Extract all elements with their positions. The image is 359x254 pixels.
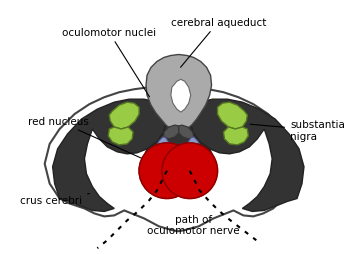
Polygon shape — [45, 87, 298, 231]
Circle shape — [139, 143, 195, 199]
Text: substantia
nigra: substantia nigra — [250, 120, 345, 141]
Polygon shape — [144, 115, 214, 188]
Polygon shape — [108, 128, 133, 145]
Text: cerebral aqueduct: cerebral aqueduct — [171, 18, 266, 68]
Polygon shape — [190, 100, 304, 212]
Text: crus cerebri: crus cerebri — [20, 194, 89, 206]
Polygon shape — [164, 125, 179, 139]
Polygon shape — [109, 103, 139, 130]
Circle shape — [162, 143, 218, 199]
Polygon shape — [218, 103, 247, 130]
Polygon shape — [171, 80, 191, 113]
Polygon shape — [146, 55, 211, 133]
Text: path of
oculomotor nerve: path of oculomotor nerve — [148, 214, 240, 235]
Polygon shape — [188, 137, 201, 156]
Polygon shape — [156, 137, 169, 156]
Text: oculomotor nuclei: oculomotor nuclei — [62, 27, 156, 98]
Polygon shape — [53, 100, 167, 212]
Polygon shape — [224, 128, 248, 145]
Polygon shape — [179, 125, 194, 139]
Text: red nucleus: red nucleus — [28, 117, 151, 163]
